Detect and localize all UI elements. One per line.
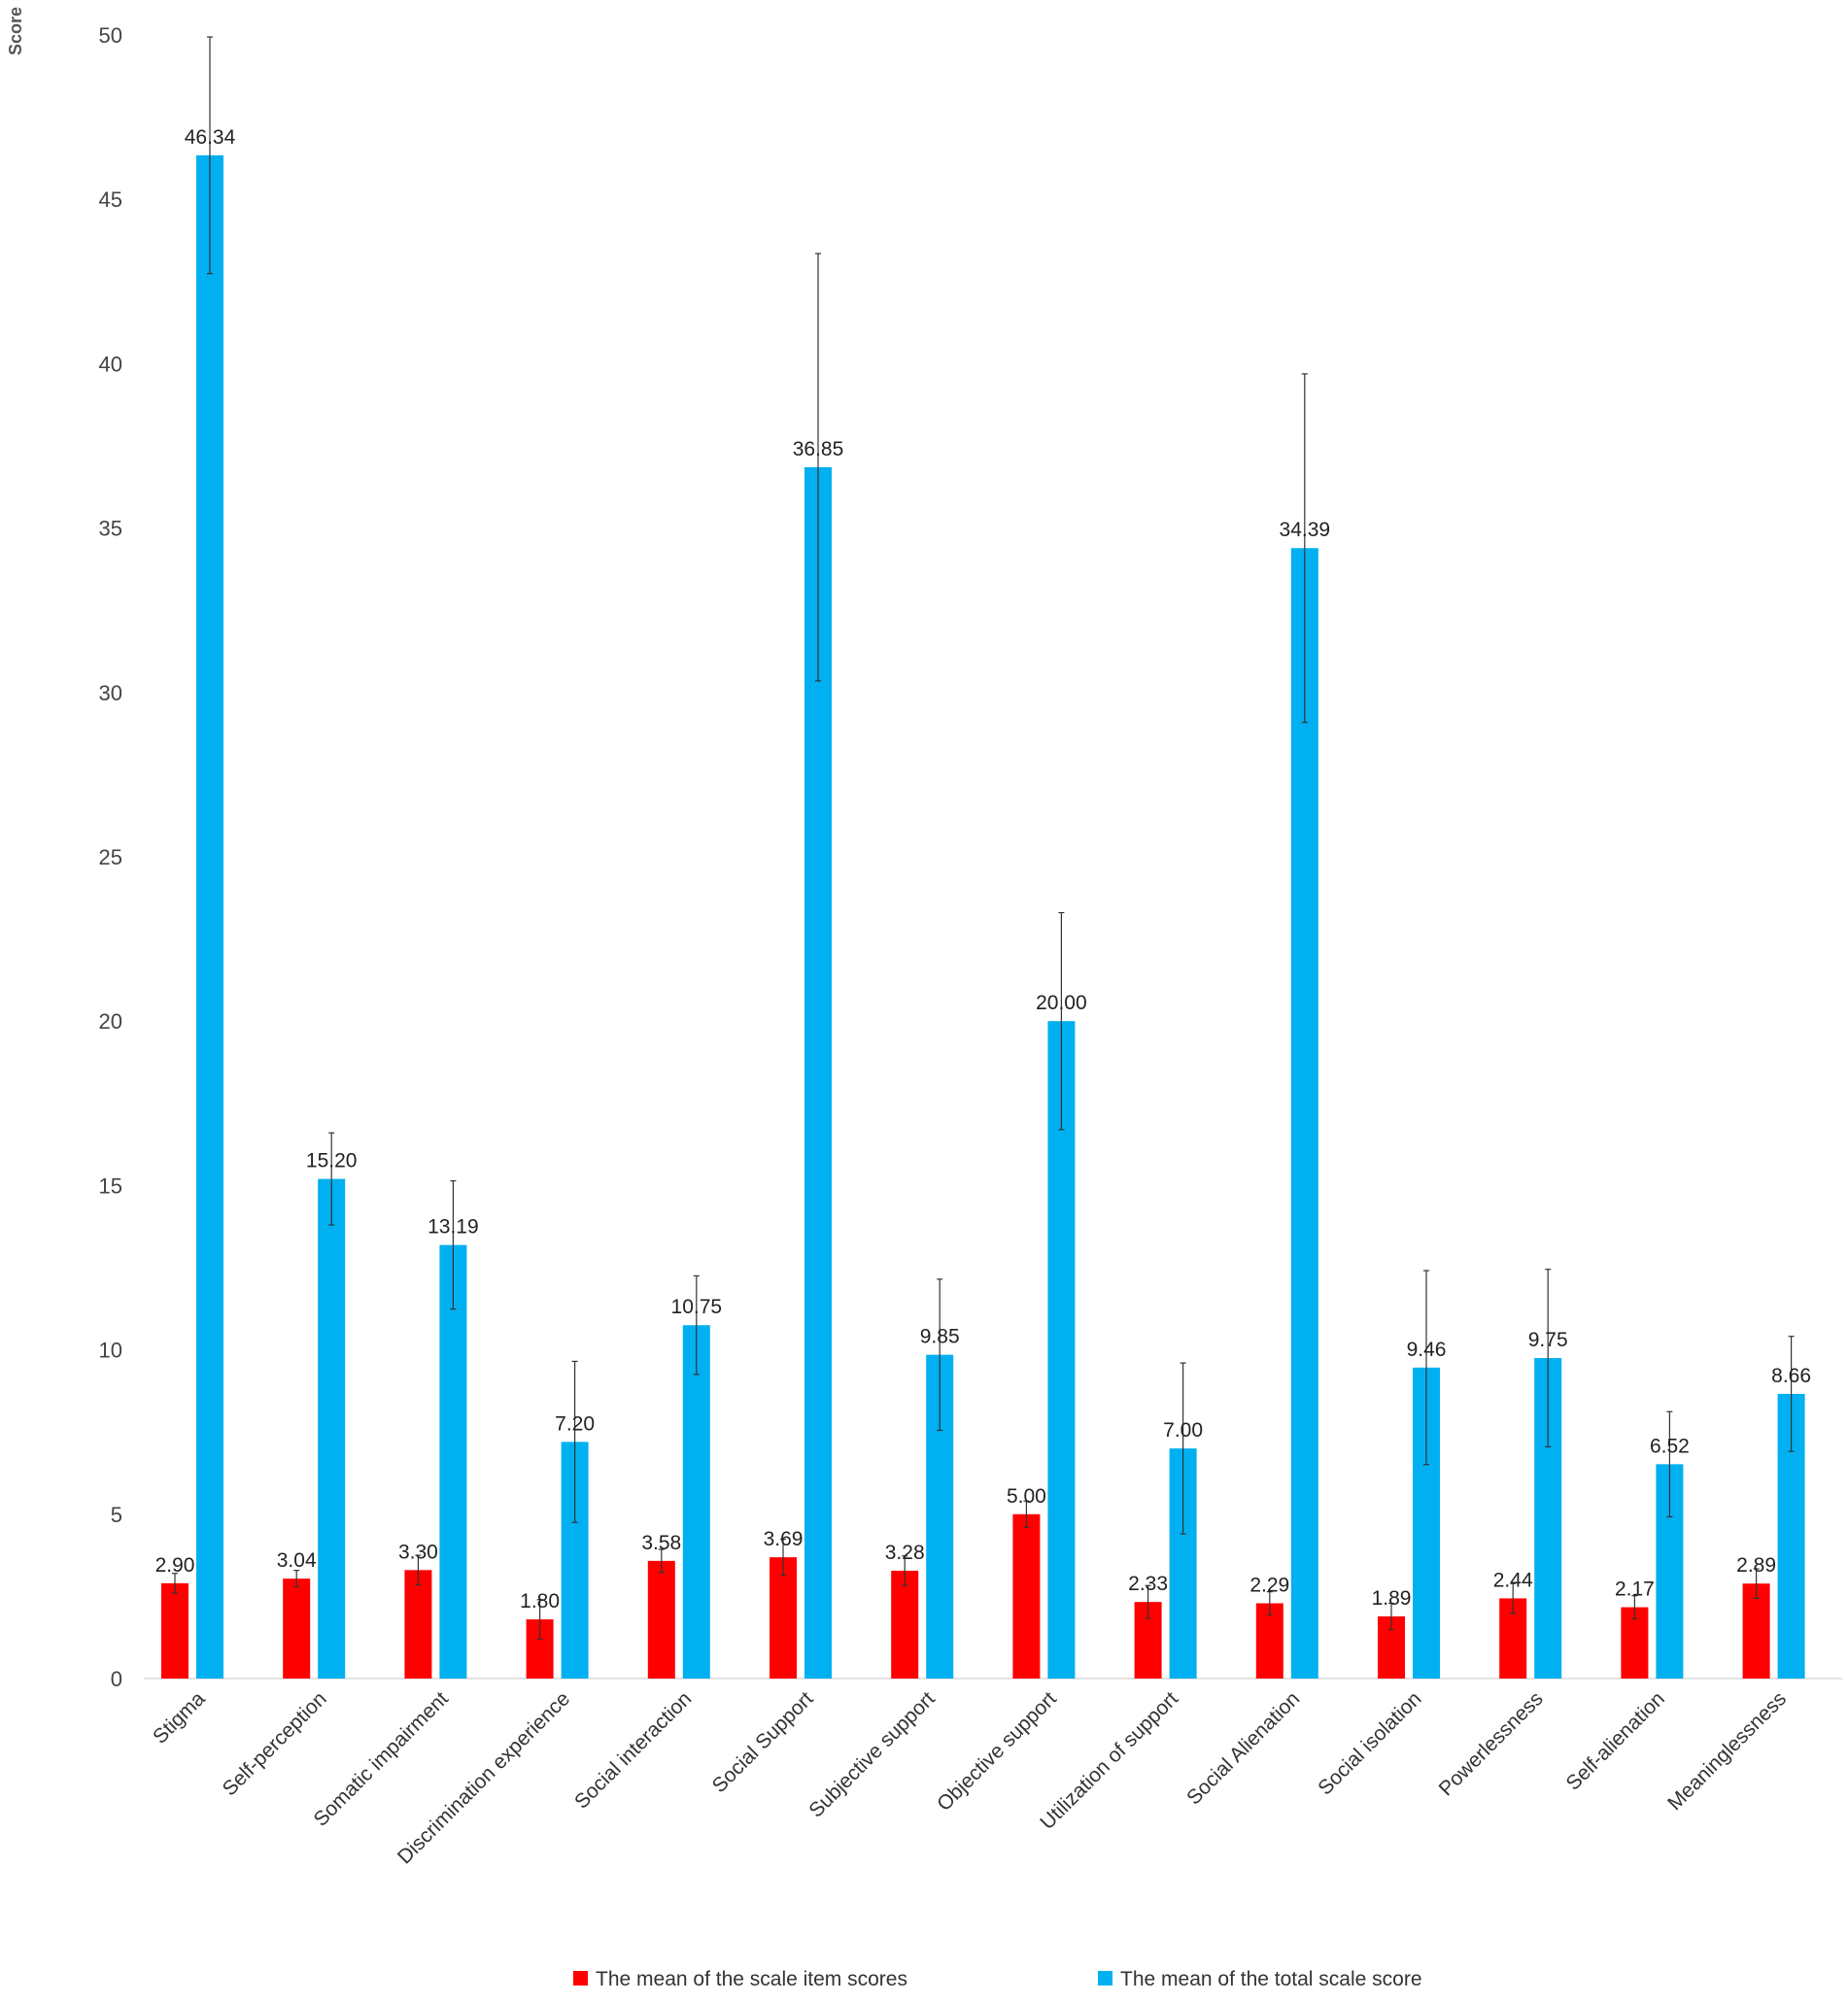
- category-label: Meaninglessness: [1663, 1687, 1791, 1815]
- data-label: 9.85: [920, 1326, 960, 1348]
- bar-item-mean: [1255, 1603, 1283, 1679]
- data-label: 3.30: [398, 1541, 438, 1563]
- data-label: 1.89: [1372, 1587, 1412, 1610]
- y-tick-label: 25: [99, 845, 122, 869]
- data-label: 2.90: [155, 1554, 195, 1577]
- bar-item-mean: [1012, 1513, 1041, 1679]
- error-bars-group: [172, 36, 1795, 1640]
- category-label: Social interaction: [570, 1687, 696, 1813]
- bar-total-mean: [1290, 548, 1318, 1679]
- data-labels-group: 2.90 46.34 3.04 15.20 3.30 13.19 1.80 7.20 3.58 1…: [155, 126, 1811, 1613]
- bar-total-mean: [682, 1325, 710, 1679]
- data-label: 15.20: [306, 1150, 358, 1172]
- bar-total-mean: [1047, 1021, 1076, 1679]
- data-label: 3.58: [641, 1532, 681, 1554]
- data-label: 7.00: [1163, 1419, 1203, 1442]
- y-tick-label: 35: [99, 517, 122, 541]
- category-label: Social Support: [708, 1687, 818, 1797]
- category-label: Subjective support: [804, 1687, 940, 1822]
- category-label: Stigma: [149, 1687, 210, 1748]
- y-tick-label: 40: [99, 352, 122, 376]
- data-label: 2.44: [1493, 1569, 1533, 1591]
- bars-group: [161, 154, 1805, 1680]
- bar-item-mean: [1742, 1583, 1770, 1679]
- y-axis-title: Score: [6, 7, 25, 55]
- category-label: Self-alienation: [1562, 1687, 1669, 1794]
- bar-item-mean: [404, 1570, 432, 1679]
- legend-swatch: [1098, 1971, 1112, 1986]
- legend-label: The mean of the total scale score: [1120, 1968, 1422, 1990]
- category-label: Somatic impairment: [309, 1687, 453, 1831]
- category-label: Social isolation: [1314, 1687, 1425, 1799]
- legend-swatch: [573, 1971, 588, 1986]
- y-tick-label: 5: [111, 1503, 122, 1527]
- category-label: Objective support: [933, 1687, 1061, 1816]
- legend-label: The mean of the scale item scores: [596, 1968, 907, 1990]
- y-tick-label: 45: [99, 187, 122, 212]
- data-label: 20.00: [1036, 992, 1087, 1014]
- y-tick-label: 20: [99, 1009, 122, 1034]
- data-label: 9.75: [1528, 1329, 1568, 1351]
- y-tick-label: 0: [111, 1667, 122, 1691]
- category-label: Powerlessness: [1435, 1687, 1548, 1800]
- data-label: 2.33: [1128, 1573, 1168, 1595]
- data-label: 1.80: [520, 1590, 560, 1613]
- data-label: 34.39: [1280, 519, 1331, 541]
- data-label: 7.20: [555, 1412, 595, 1435]
- data-label: 5.00: [1007, 1485, 1046, 1508]
- bar-total-mean: [439, 1244, 467, 1679]
- bar-total-mean: [196, 154, 223, 1680]
- data-label: 36.85: [793, 438, 844, 460]
- data-label: 3.04: [277, 1549, 317, 1572]
- y-tick-label: 50: [99, 23, 122, 48]
- bar-item-mean: [770, 1557, 797, 1679]
- legend: The mean of the scale item scores The mea…: [573, 1968, 1422, 1990]
- y-tick-label: 30: [99, 681, 122, 705]
- bar-total-mean: [318, 1178, 346, 1679]
- data-label: 6.52: [1650, 1435, 1690, 1457]
- bar-item-mean: [283, 1579, 311, 1679]
- data-label: 13.19: [428, 1216, 479, 1239]
- y-axis-ticks: 0 5 10 15 20 25 30 35 40 45 50: [99, 23, 122, 1691]
- data-label: 8.66: [1771, 1365, 1811, 1387]
- category-label: Utilization of support: [1036, 1687, 1182, 1834]
- category-label: Social Alienation: [1182, 1687, 1304, 1809]
- data-label: 2.17: [1615, 1579, 1655, 1601]
- data-label: 9.46: [1407, 1339, 1447, 1361]
- data-label: 2.89: [1736, 1554, 1776, 1577]
- bar-item-mean: [161, 1582, 188, 1679]
- y-tick-label: 10: [99, 1339, 122, 1363]
- data-label: 46.34: [185, 126, 236, 149]
- data-label: 3.28: [885, 1542, 925, 1564]
- y-tick-label: 15: [99, 1173, 122, 1198]
- data-label: 10.75: [671, 1296, 723, 1318]
- bar-item-mean: [891, 1571, 919, 1679]
- category-label: Self-perception: [219, 1687, 331, 1800]
- data-label: 3.69: [764, 1528, 804, 1550]
- bar-item-mean: [647, 1560, 675, 1679]
- data-label: 2.29: [1249, 1575, 1289, 1597]
